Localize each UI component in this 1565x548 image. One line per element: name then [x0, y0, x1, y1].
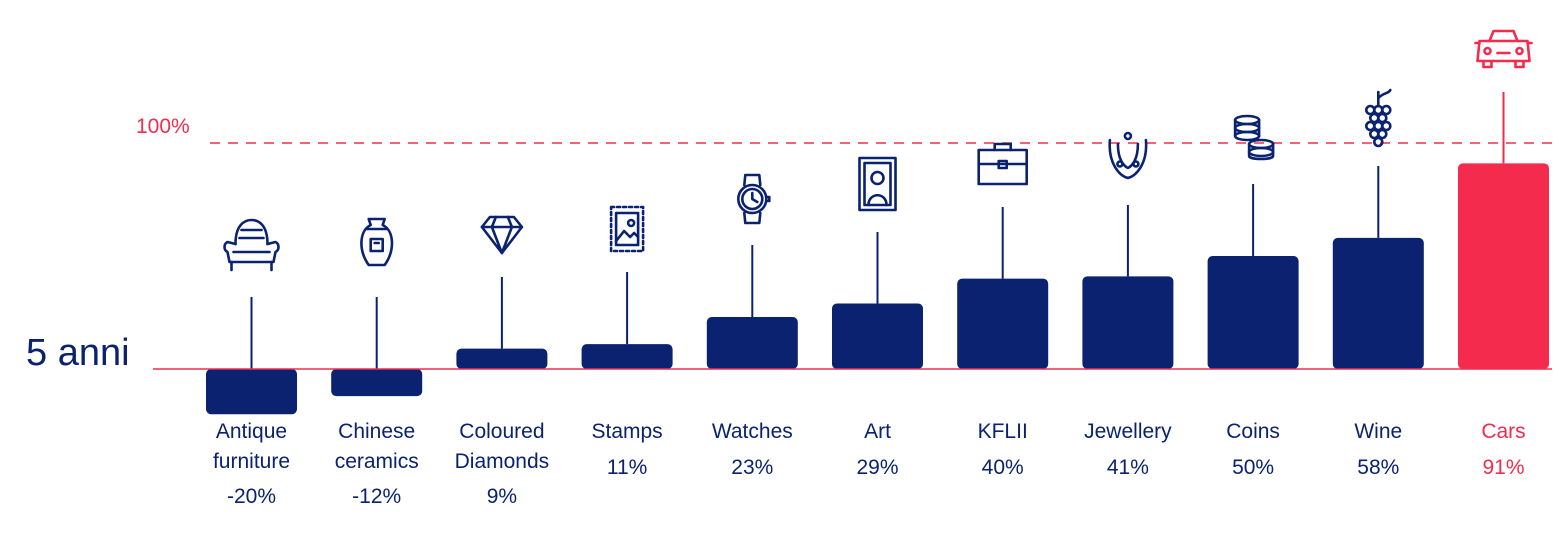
bar-stamps: [581, 344, 673, 369]
value-label: 23%: [731, 456, 773, 479]
bar-wine: [1332, 237, 1424, 369]
bar-cars: [1458, 163, 1549, 369]
category-label: Stamps: [591, 420, 662, 443]
bar-chinese-ceramics: [331, 369, 423, 397]
diamond-icon: [480, 215, 524, 255]
value-label: -12%: [352, 485, 401, 508]
value-label: 29%: [856, 456, 898, 479]
value-label: 11%: [607, 456, 647, 479]
category-label: Diamonds: [455, 450, 550, 473]
category-label: furniture: [213, 450, 290, 473]
category-label: Wine: [1354, 420, 1402, 443]
stamp-icon: [609, 205, 645, 253]
category-label: Coloured: [459, 420, 544, 443]
necklace-icon: [1108, 131, 1148, 180]
value-label: 41%: [1107, 456, 1149, 479]
coins-icon: [1233, 114, 1275, 161]
reference-line-label: 100%: [136, 115, 190, 138]
wristwatch-icon: [736, 173, 771, 225]
category-label: Watches: [712, 420, 793, 443]
category-label: KFLII: [978, 420, 1028, 443]
bar-art: [832, 303, 923, 369]
value-label: 9%: [487, 485, 517, 508]
bar-antique-furniture: [206, 369, 297, 415]
value-label: 50%: [1232, 456, 1274, 479]
category-label: ceramics: [335, 450, 419, 473]
category-label: Coins: [1226, 420, 1280, 443]
bar-coins: [1207, 256, 1299, 369]
category-label: Art: [864, 420, 891, 443]
category-label: Antique: [216, 420, 287, 443]
period-label: 5 anni: [26, 332, 130, 374]
grapes-icon: [1365, 88, 1392, 148]
briefcase-icon: [977, 142, 1029, 186]
bar-watches: [706, 317, 798, 369]
framed-portrait-icon: [858, 156, 897, 212]
value-label: -20%: [227, 485, 276, 508]
vase-icon: [360, 217, 394, 267]
car-icon: [1474, 29, 1533, 69]
armchair-icon: [223, 218, 280, 272]
category-label: Chinese: [338, 420, 415, 443]
value-label: 58%: [1357, 456, 1399, 479]
bar-jewellery: [1082, 276, 1174, 369]
value-label: 40%: [982, 456, 1024, 479]
category-label: Cars: [1481, 420, 1525, 443]
category-label: Jewellery: [1084, 420, 1172, 443]
bar-kflii: [957, 278, 1049, 369]
bar-coloured-diamonds: [456, 348, 548, 369]
value-label: 91%: [1482, 456, 1524, 479]
